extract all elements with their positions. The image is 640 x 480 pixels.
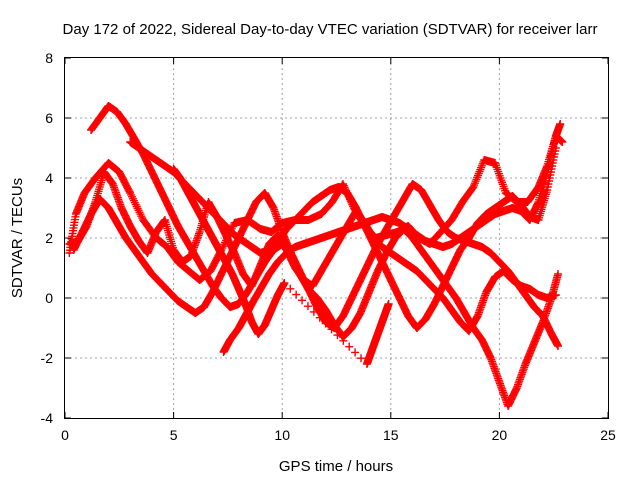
data-point: [286, 284, 295, 293]
data-point: [357, 354, 366, 363]
x-tick-label: 20: [492, 427, 508, 443]
data-point: [129, 196, 138, 205]
data-point: [125, 187, 134, 196]
x-tick-label: 0: [61, 427, 69, 443]
data-point: [128, 192, 137, 201]
x-tick-label: 25: [600, 427, 616, 443]
data-point: [474, 169, 483, 178]
y-tick-label: 0: [45, 290, 53, 306]
data-point: [475, 167, 484, 176]
data-point: [477, 161, 486, 170]
y-tick-label: 6: [45, 110, 53, 126]
data-point: [556, 120, 565, 128]
data-point: [134, 206, 143, 215]
data-point: [472, 175, 481, 184]
y-axis-label: SDTVAR / TECUs: [9, 178, 26, 298]
data-point: [351, 348, 360, 357]
data-point: [303, 302, 312, 311]
data-point: [298, 296, 307, 305]
x-tick-label: 10: [274, 427, 290, 443]
data-point: [135, 208, 144, 217]
data-point: [470, 179, 479, 188]
data-point: [473, 173, 482, 182]
x-axis-label: GPS time / hours: [279, 458, 393, 475]
data-point: [137, 212, 146, 221]
data-point: [127, 190, 136, 199]
data-point: [470, 181, 479, 190]
data-point: [130, 198, 139, 207]
data-point: [345, 342, 354, 351]
y-tick-label: -4: [41, 410, 54, 426]
data-point: [136, 210, 145, 219]
data-point: [477, 163, 486, 172]
data-point: [292, 290, 301, 299]
y-tick-label: 2: [45, 230, 53, 246]
data-point: [473, 171, 482, 180]
data-point: [126, 189, 135, 197]
data-points: [65, 102, 567, 410]
data-point: [471, 177, 480, 186]
x-tick-label: 5: [170, 427, 178, 443]
x-tick-label: 15: [383, 427, 399, 443]
data-point: [133, 204, 142, 213]
data-point: [131, 200, 140, 209]
y-tick-label: -2: [41, 350, 54, 366]
data-point: [476, 165, 485, 174]
data-point: [469, 183, 478, 191]
chart-title: Day 172 of 2022, Sidereal Day-to-day VTE…: [63, 21, 598, 38]
y-tick-label: 4: [45, 170, 53, 186]
data-point: [132, 202, 141, 211]
axis-ticks: 0 5 10 15 20 25 -4 -2 0 2 4 6 8: [41, 50, 616, 443]
data-point: [128, 194, 137, 203]
y-tick-label: 8: [45, 50, 53, 66]
